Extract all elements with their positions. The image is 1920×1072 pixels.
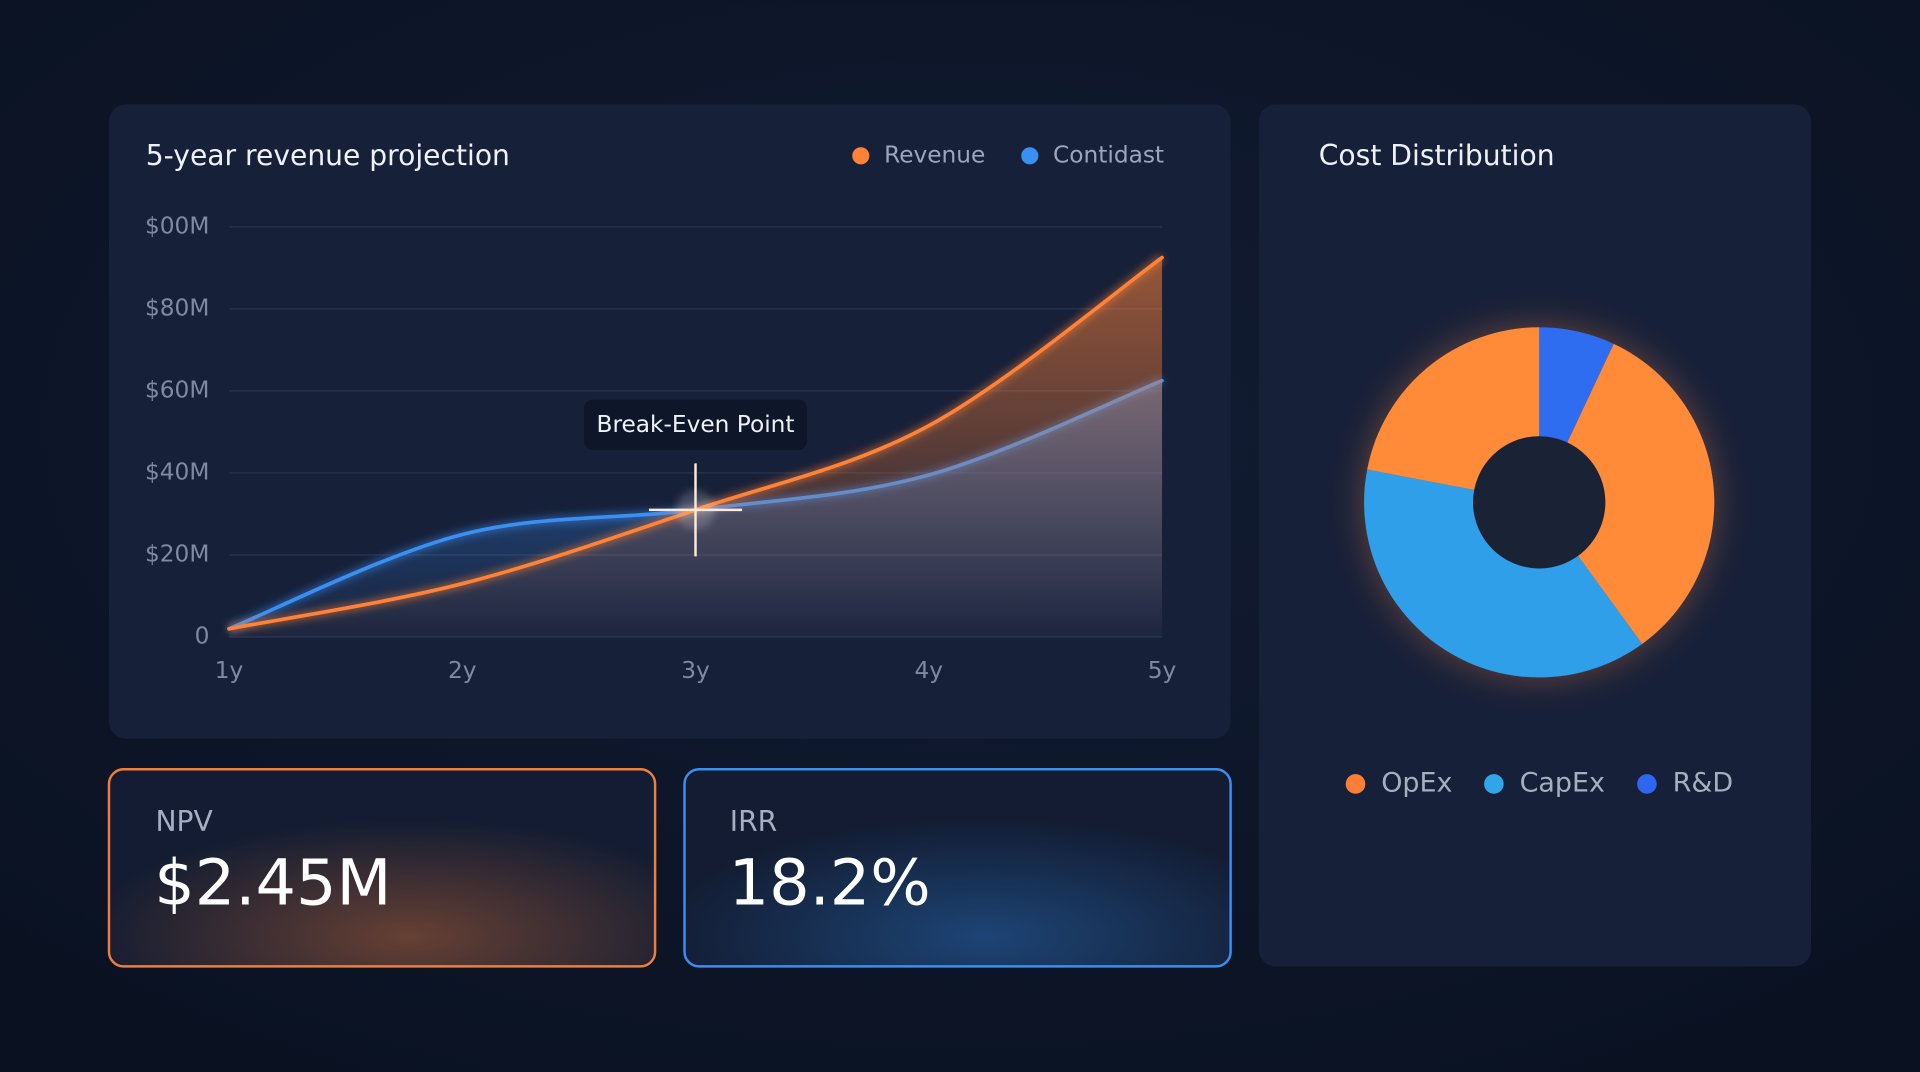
line-chart: 0 $20M $40M $60M $80M $00M 1y 2y 3y 4y 5y Revenue Co… bbox=[145, 141, 1177, 684]
legend-label: Contidast bbox=[1053, 141, 1164, 168]
chart-title: 5-year revenue projection bbox=[146, 139, 510, 172]
chart-title: Cost Distribution bbox=[1319, 139, 1555, 172]
legend-swatch bbox=[1021, 147, 1039, 165]
legend-swatch bbox=[1345, 774, 1366, 794]
legend-label: R&D bbox=[1673, 767, 1733, 798]
area bbox=[228, 257, 1163, 638]
donut-slice bbox=[1364, 469, 1643, 678]
kpi-label: NPV bbox=[156, 805, 214, 838]
legend-swatch bbox=[852, 147, 870, 165]
legend-label: OpEx bbox=[1381, 767, 1452, 798]
x-tick-label: 2y bbox=[448, 657, 477, 684]
x-tick-label: 3y bbox=[681, 657, 710, 684]
x-tick-label: 1y bbox=[215, 657, 244, 684]
legend-swatch bbox=[1484, 774, 1504, 794]
annotation-text: Break-Even Point bbox=[597, 411, 795, 438]
donut-hole bbox=[1473, 436, 1606, 569]
legend-label: Revenue bbox=[884, 141, 985, 168]
donut-slice bbox=[1567, 343, 1715, 644]
x-tick-label: 4y bbox=[914, 657, 943, 684]
kpi-value: 18.2% bbox=[729, 846, 931, 920]
donut-chart: OpEx CapEx R&D bbox=[1345, 327, 1733, 798]
donut-slice bbox=[1367, 327, 1540, 490]
legend-swatch bbox=[1637, 774, 1657, 794]
y-tick-label: $20M bbox=[145, 540, 209, 567]
y-tick-label: $80M bbox=[145, 294, 209, 321]
y-tick-label: 0 bbox=[195, 623, 210, 650]
legend-label: CapEx bbox=[1520, 767, 1605, 798]
y-tick-label: $40M bbox=[145, 458, 209, 485]
annotation-box bbox=[584, 399, 807, 450]
kpi-card-border bbox=[107, 768, 657, 968]
y-tick-label: $60M bbox=[145, 376, 209, 403]
x-tick-label: 5y bbox=[1148, 657, 1177, 684]
kpi-card-border bbox=[683, 768, 1232, 968]
donut-slice bbox=[1539, 327, 1614, 443]
y-tick-label: $00M bbox=[145, 212, 209, 239]
kpi-value: $2.45M bbox=[154, 846, 391, 920]
kpi-label: IRR bbox=[730, 805, 777, 838]
